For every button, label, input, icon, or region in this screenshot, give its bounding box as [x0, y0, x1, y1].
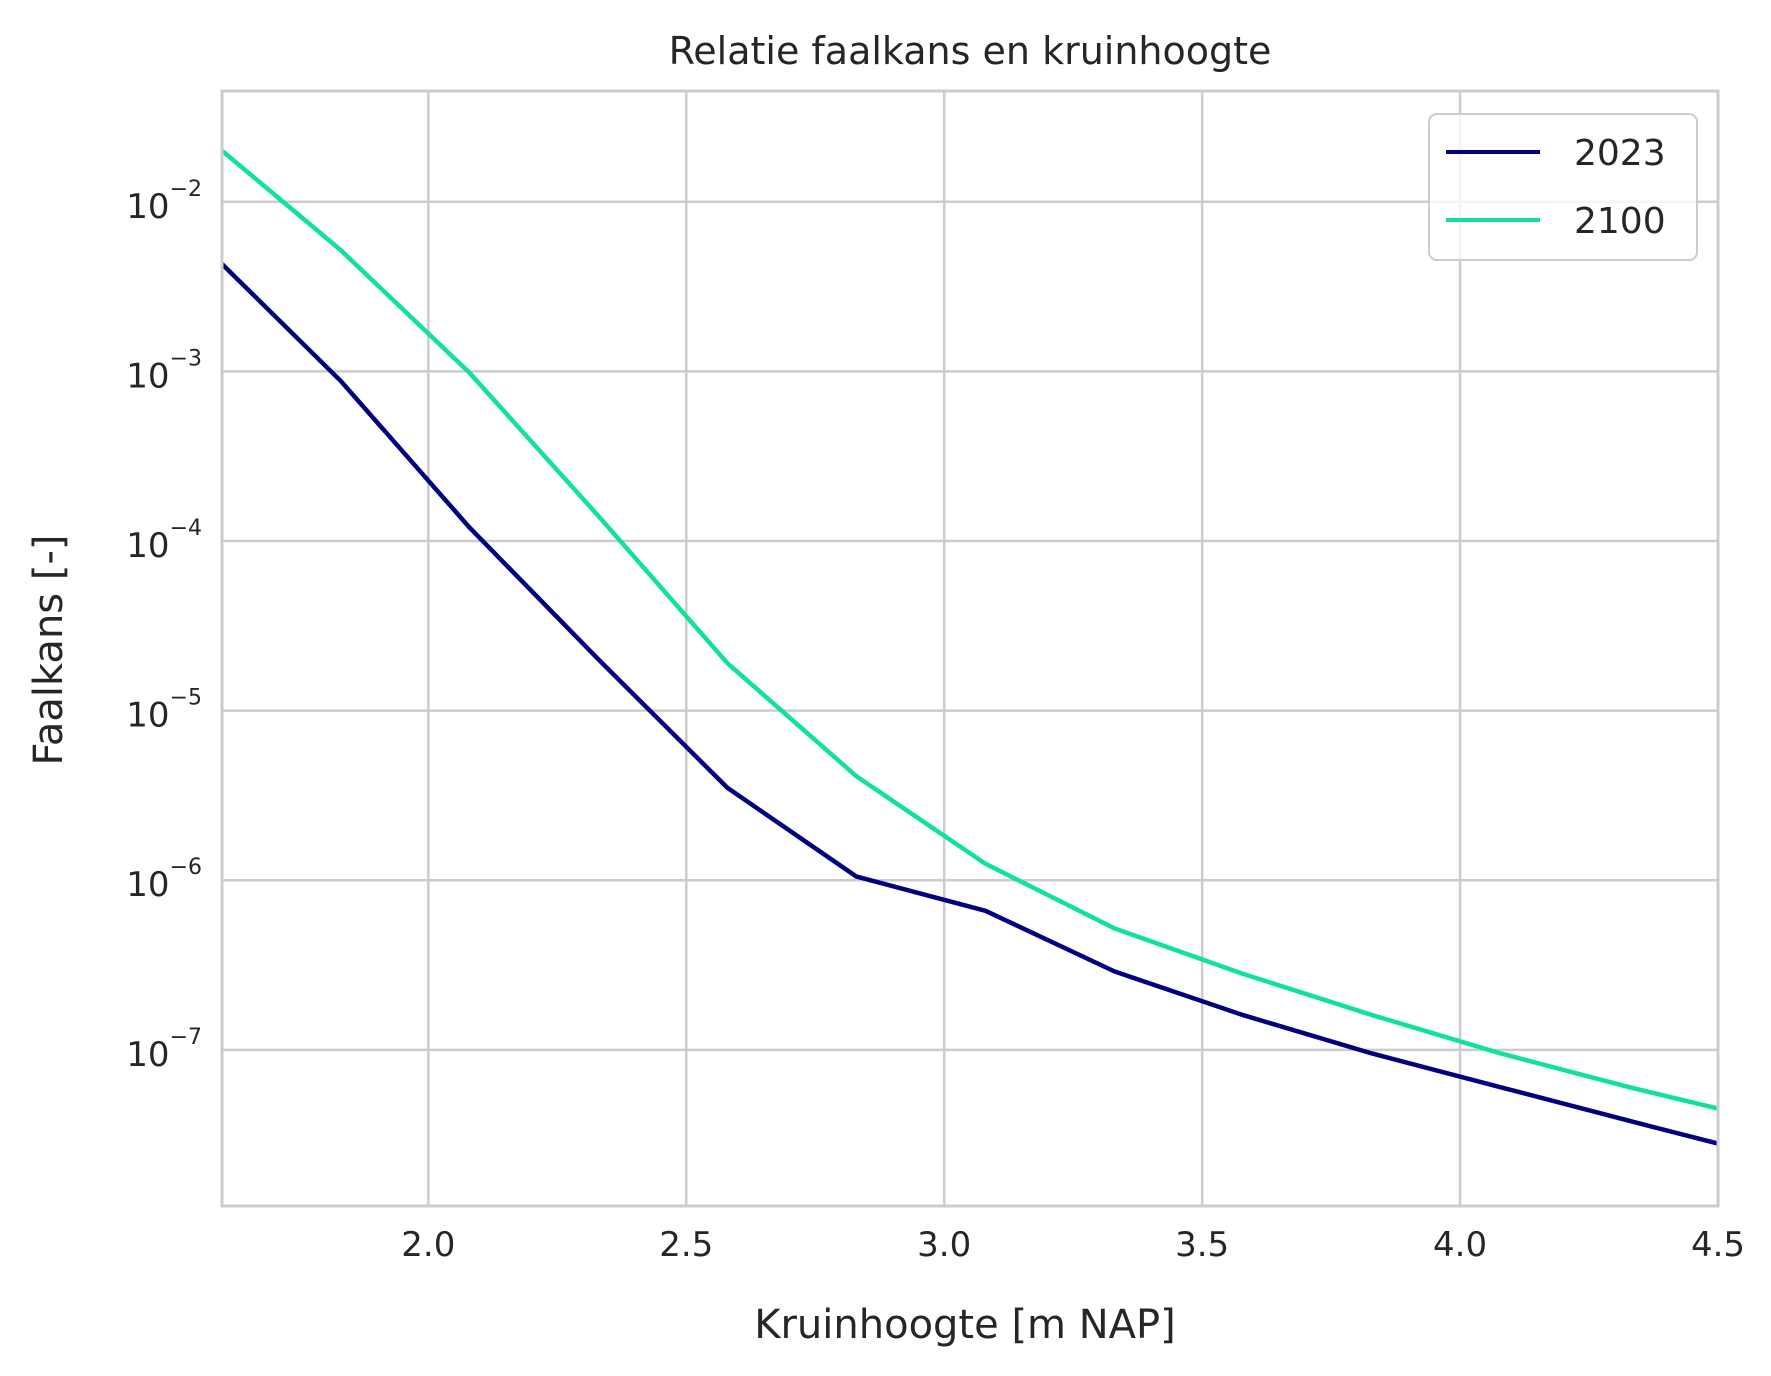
series-lines: [220, 148, 1719, 1146]
legend-label-2023: 2023: [1574, 133, 1666, 174]
y-tick-label: 10−3: [126, 346, 202, 396]
series-line-2100: [220, 148, 1719, 1111]
x-tick-label: 2.5: [659, 1225, 713, 1265]
chart-title: Relatie faalkans en kruinhoogte: [669, 29, 1272, 73]
x-tick-label: 2.0: [401, 1225, 455, 1265]
x-tick-labels: 2.0 2.5 3.0 3.5 4.0 4.5: [401, 1225, 1745, 1265]
legend-label-2100: 2100: [1574, 201, 1666, 242]
y-tick-label: 10−5: [126, 686, 202, 736]
x-tick-label: 4.5: [1691, 1225, 1745, 1265]
y-axis-label: Faalkans [-]: [26, 535, 72, 766]
legend: 2023 2100: [1428, 113, 1698, 261]
y-tick-labels: 10−2 10−3 10−4 10−5 10−6 10−7: [126, 177, 202, 1075]
y-tick-label: 10−6: [126, 855, 202, 905]
x-axis-label: Kruinhoogte [m NAP]: [754, 1302, 1175, 1348]
x-tick-label: 3.5: [1175, 1225, 1229, 1265]
y-tick-label: 10−4: [126, 516, 202, 566]
y-tick-label: 10−2: [126, 177, 202, 227]
x-tick-label: 4.0: [1433, 1225, 1487, 1265]
grid: [222, 91, 1720, 1206]
y-tick-label: 10−7: [126, 1025, 202, 1075]
x-tick-label: 3.0: [917, 1225, 971, 1265]
series-line-2023: [220, 262, 1719, 1146]
plot-frame: [220, 89, 1720, 1208]
